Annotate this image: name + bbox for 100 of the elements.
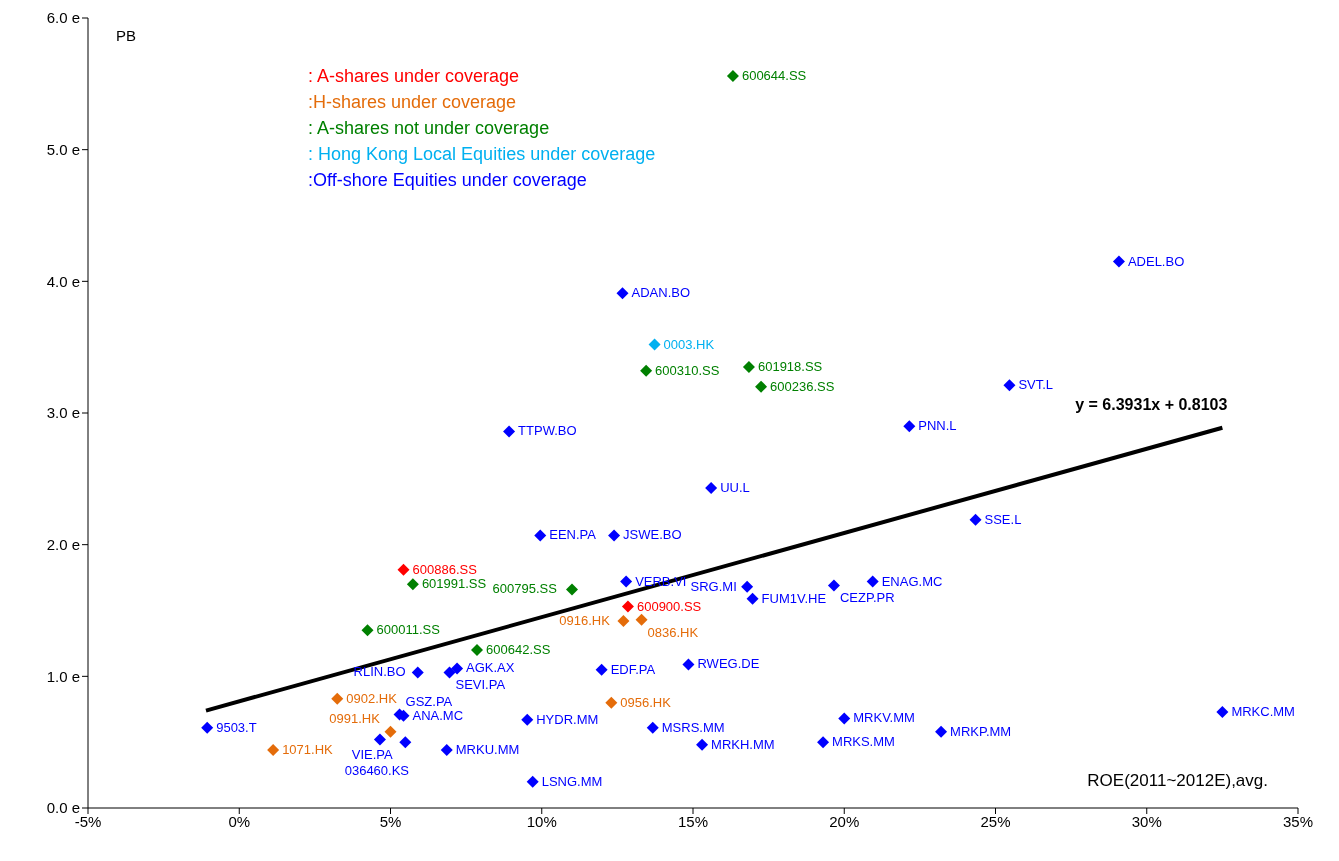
text: : A-shares not under coverage [308,117,551,140]
annotation: GSZ.PA [405,693,453,709]
point [617,615,630,628]
point [443,666,456,679]
point [646,721,659,734]
point [935,725,948,738]
point [399,736,412,749]
point [620,575,633,588]
point [682,658,695,671]
annotation: SRG.MI [690,578,737,594]
annotation: ANA.MC [412,707,464,723]
point [903,420,916,433]
annotation: 0916.HK [559,613,611,629]
annotation: RWEG.DE [697,656,760,672]
annotation: ADAN.BO [631,285,691,301]
annotation: SSE.L [984,511,1022,527]
point [969,513,982,526]
annotation: 0956.HK [620,694,672,710]
point [705,482,718,495]
point [866,575,879,588]
annotation: 0003.HK [663,336,715,352]
point [827,579,840,592]
point [741,580,754,593]
annotation: ENAG.MC [881,573,943,589]
point [331,692,344,705]
point [817,736,830,749]
annotation: 9503.T [216,719,257,735]
point [361,624,374,637]
x-axis-title: ROE(2011~2012E),avg. [1087,771,1268,790]
point [397,563,410,576]
point [406,578,419,591]
annotation: 600900.SS [636,598,702,614]
y-tick-label: 5.0 e [46,140,80,158]
annotation: PNN.L [918,418,957,434]
y-tick-label: 3.0 e [46,404,80,422]
annotation: HYDR.MM [536,711,599,727]
point [471,644,484,656]
annotation: SEVI.PA [455,677,506,693]
point [608,529,621,542]
annotation: MRKS.MM [832,734,895,750]
point [640,364,653,377]
point [696,738,709,751]
y-axis-title: PB [115,26,136,44]
x-tick-label: 15% [677,812,709,830]
annotation: MRKU.MM [455,742,520,758]
point [755,380,768,393]
point [648,338,661,351]
point [534,529,547,542]
annotation: 600886.SS [412,561,478,577]
annotation: 0902.HK [346,690,398,706]
annotation: UU.L [720,480,750,496]
text: :H-shares under coverage [308,91,518,114]
annotation: FUM1V.HE [761,590,827,606]
annotation: TTPW.BO [518,423,577,439]
annotation: 600644.SS [741,67,807,83]
annotation: MSRS.MM [661,719,725,735]
annotation: 600795.SS [492,581,558,597]
point [616,287,629,300]
annotation: JSWE.BO [623,527,682,543]
annotation: ADEL.BO [1127,253,1185,269]
point [621,600,634,613]
annotation: 600642.SS [486,642,551,657]
point [1003,379,1016,392]
point [373,733,386,746]
x-tick-label: 0% [228,812,251,830]
annotation: MRKC.MM [1231,703,1295,719]
point [595,663,608,676]
point [1216,705,1229,718]
point [267,744,280,757]
point [384,725,397,738]
text: :Off-shore Equities under coverage [308,169,588,192]
annotation: y = 6.3931x + 0.8103 [1075,395,1228,413]
point [201,721,214,734]
annotation: CEZP.PR [839,590,895,606]
point [451,662,464,675]
point [411,666,424,679]
annotation: MRKP.MM [950,723,1012,739]
text: : A-shares under coverage [308,65,521,88]
annotation: 1071.HK [282,742,334,758]
annotation: SVT.L [1018,377,1054,393]
annotation: VIE.PA [351,747,393,763]
y-tick-label: 1.0 e [46,667,80,685]
point [605,696,618,709]
point [440,744,453,757]
annotation: AGK.AX [466,660,515,676]
annotation: EDF.PA [610,661,656,677]
annotation: MRKH.MM [711,736,775,752]
point [726,69,739,82]
x-tick-label: 20% [829,812,860,830]
x-tick-label: 5% [379,812,402,830]
annotation: 0991.HK [329,710,381,726]
annotation: 036460.KS [344,762,410,778]
annotation: EEN.PA [549,527,597,543]
y-tick-label: 2.0 e [46,535,80,553]
y-tick-label: 4.0 e [46,272,80,290]
annotation: 601918.SS [757,358,823,374]
x-tick-label: 25% [980,812,1011,830]
annotation: 0836.HK [647,624,699,640]
point [742,360,755,373]
annotation: 600011.SS [376,622,441,638]
